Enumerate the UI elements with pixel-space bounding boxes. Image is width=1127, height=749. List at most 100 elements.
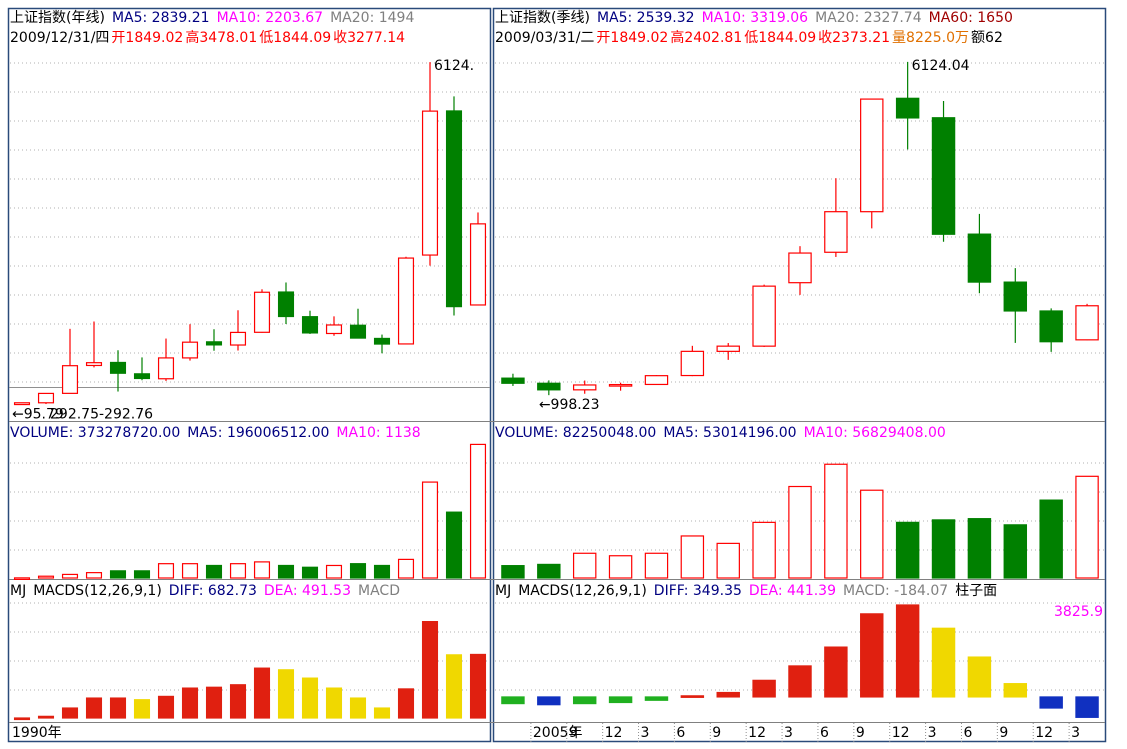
bar — [373, 707, 391, 719]
candle-body — [445, 110, 463, 308]
candle-body — [157, 357, 175, 380]
bar — [931, 627, 956, 698]
bar — [824, 463, 848, 579]
panel-header: 上证指数(年线) MA5: 2839.21 MA10: 2203.67 MA20: 1… — [10, 10, 414, 26]
bar — [572, 552, 597, 579]
bar — [860, 613, 884, 698]
header-item: MA5: 2539.32 — [597, 10, 695, 26]
panel-subheader: 2009/03/31/二 开1849.02 高2402.81 低1844.09 收237… — [495, 29, 1003, 46]
header-item: MACDS(12,26,9,1) — [518, 583, 647, 599]
x-tick-label: 9 — [712, 725, 721, 741]
panel-title: MJ — [495, 583, 511, 599]
header-item: MA5: 2839.21 — [112, 10, 210, 26]
bar — [1039, 696, 1063, 709]
header-item: DEA: 441.39 — [749, 583, 836, 599]
left-frame — [7, 7, 492, 743]
panel-title: 上证指数(年线) — [10, 10, 105, 26]
candle-body — [644, 375, 669, 386]
x-tick-label: 3 — [641, 725, 650, 741]
bar — [895, 521, 920, 579]
candle-body — [349, 324, 367, 339]
candle-body — [133, 373, 151, 380]
subheader-item: 低1844.09 — [259, 30, 331, 46]
candle-body — [537, 382, 561, 391]
bar — [109, 697, 127, 719]
bar — [61, 707, 79, 719]
bar — [133, 570, 151, 579]
panel-subheader: 2009/12/31/四 开1849.02 高3478.01 低1844.09 收327… — [10, 29, 405, 46]
bar — [716, 542, 740, 579]
candle-body — [860, 98, 884, 213]
candle-body — [680, 350, 705, 377]
bar — [537, 696, 561, 706]
subheader-item: 2009/03/31/二 — [495, 30, 594, 46]
bar — [1003, 683, 1028, 698]
bar — [109, 570, 127, 579]
bar — [205, 564, 223, 579]
x-tick-label: 12 — [892, 725, 910, 741]
bar — [752, 679, 776, 698]
bar — [501, 696, 525, 705]
bar — [421, 621, 439, 719]
candle-body — [61, 365, 79, 394]
header-item: MA10: 3319.06 — [702, 10, 809, 26]
bar — [157, 695, 175, 719]
bar — [277, 564, 295, 579]
candle-body — [824, 211, 848, 253]
header-item: MA10: 1138 — [336, 425, 420, 441]
bar — [895, 604, 920, 698]
subheader-item: 收3277.14 — [333, 30, 405, 46]
bar — [13, 717, 31, 721]
candle-body — [572, 384, 597, 391]
candle-body — [1039, 310, 1063, 343]
candle-body — [253, 291, 271, 333]
bar — [469, 653, 487, 719]
bar — [133, 699, 151, 719]
bar — [788, 665, 812, 698]
header-item: MA5: 53014196.00 — [663, 425, 796, 441]
bar — [967, 656, 992, 698]
bar — [349, 697, 367, 719]
panel-header: VOLUME: 373278720.00 MA5: 196006512.00 MA1… — [10, 425, 421, 441]
bar — [253, 667, 271, 719]
bar — [325, 687, 343, 719]
x-tick-label: 9 — [569, 725, 578, 741]
panel-title: VOLUME: 373278720.00 — [10, 425, 180, 441]
candle-body — [301, 316, 319, 334]
header-item: MA20: 2327.74 — [815, 10, 922, 26]
header-item: MA10: 56829408.00 — [804, 425, 946, 441]
bar — [445, 511, 463, 579]
x-tick-label: 6 — [676, 725, 685, 741]
bar — [13, 577, 31, 580]
panel-column: 上证指数(季线) MA5: 2539.32 MA10: 3319.06 MA20: 2… — [495, 10, 1105, 742]
bar — [469, 443, 487, 579]
bar — [752, 521, 776, 579]
candle-body — [229, 331, 247, 346]
bar — [229, 684, 247, 719]
bar — [277, 669, 295, 719]
bar — [1003, 524, 1028, 579]
bar — [181, 687, 199, 719]
panel-header: 上证指数(季线) MA5: 2539.32 MA10: 3319.06 MA20: 2… — [495, 10, 1013, 26]
panel-header: MJ MACDS(12,26,9,1) DIFF: 682.73 DEA: 491.5… — [10, 583, 400, 599]
bar — [680, 535, 705, 579]
candle-body — [37, 392, 55, 404]
subheader-item: 高3478.01 — [185, 29, 257, 46]
bar — [860, 489, 884, 579]
bar — [931, 519, 956, 579]
candle-body — [967, 233, 992, 283]
bar — [445, 654, 463, 719]
x-tick-label: 3 — [1071, 725, 1080, 741]
candle-body — [181, 341, 199, 359]
x-tick-label: 6 — [963, 725, 972, 741]
candle-body — [608, 383, 633, 387]
bar — [501, 565, 525, 579]
candle-body — [13, 402, 31, 406]
annotation: 6124. — [434, 58, 474, 74]
candle-body — [277, 291, 295, 318]
subheader-item: 2009/12/31/四 — [10, 30, 109, 46]
bar — [325, 564, 343, 579]
bar — [397, 558, 415, 579]
bar — [608, 555, 633, 579]
